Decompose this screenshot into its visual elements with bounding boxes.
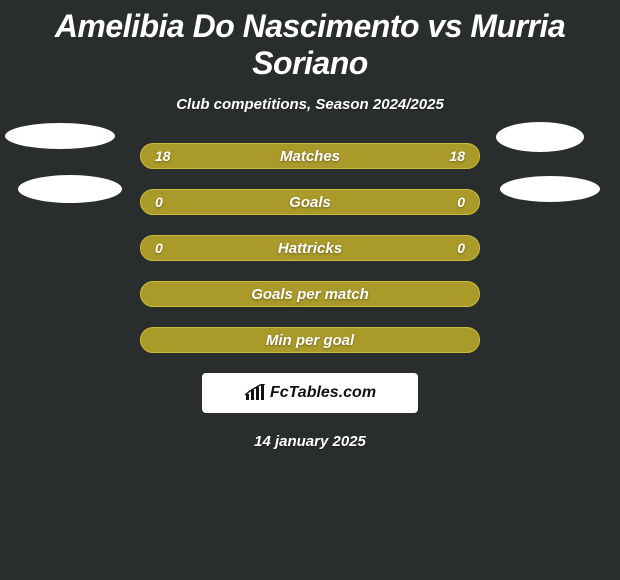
barchart-icon	[244, 384, 266, 402]
subtitle: Club competitions, Season 2024/2025	[0, 96, 620, 113]
stat-label: Hattricks	[278, 240, 342, 257]
date-label: 14 january 2025	[0, 433, 620, 450]
stat-row: Goals per match	[140, 281, 480, 307]
stat-right-value: 18	[449, 148, 465, 164]
stat-right-value: 0	[457, 194, 465, 210]
stats-area: 18 Matches 18 0 Goals 0 0 Hattricks 0 Goals per m…	[0, 143, 620, 353]
stat-label: Matches	[280, 148, 340, 165]
stat-label: Goals	[289, 194, 331, 211]
decorative-ellipse	[496, 122, 584, 152]
stat-label: Min per goal	[266, 332, 354, 349]
page-title: Amelibia Do Nascimento vs Murria Soriano	[0, 0, 620, 82]
decorative-ellipse	[500, 176, 600, 202]
stat-right-value: 0	[457, 240, 465, 256]
stat-left-value: 0	[155, 240, 163, 256]
attribution-badge: FcTables.com	[202, 373, 418, 413]
stat-left-value: 18	[155, 148, 171, 164]
decorative-ellipse	[5, 123, 115, 149]
stat-label: Goals per match	[251, 286, 369, 303]
stat-left-value: 0	[155, 194, 163, 210]
stat-row: 0 Hattricks 0	[140, 235, 480, 261]
decorative-ellipse	[18, 175, 122, 203]
stat-row: Min per goal	[140, 327, 480, 353]
comparison-card: Amelibia Do Nascimento vs Murria Soriano…	[0, 0, 620, 580]
stat-row: 18 Matches 18	[140, 143, 480, 169]
stat-row: 0 Goals 0	[140, 189, 480, 215]
attribution-text: FcTables.com	[270, 384, 376, 402]
